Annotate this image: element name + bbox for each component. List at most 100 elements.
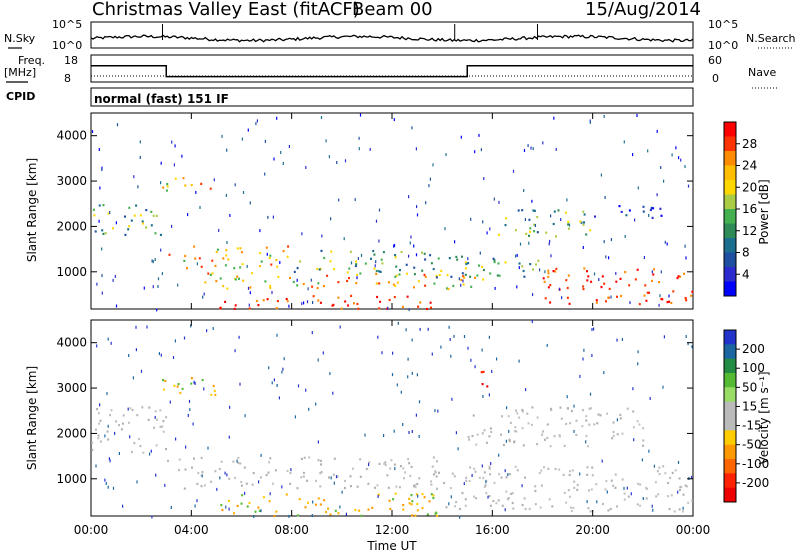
echo-cell: [232, 460, 235, 463]
echo-cell: [349, 250, 352, 253]
echo-cell: [328, 476, 330, 479]
echo-cell: [296, 284, 299, 287]
echo-cell: [432, 473, 435, 476]
noise-cell: [105, 481, 107, 485]
echo-cell: [292, 280, 295, 284]
x-tick-label: 12:00: [375, 523, 410, 537]
echo-cell: [524, 476, 527, 479]
noise-cell: [118, 452, 120, 455]
echo-cell: [155, 444, 158, 447]
noise-cell: [603, 240, 605, 244]
echo-cell: [91, 441, 94, 444]
freq-tick-bottom: 8: [64, 72, 71, 85]
echo-cell: [406, 295, 409, 298]
echo-cell: [645, 299, 648, 302]
echo-cell: [198, 257, 201, 260]
echo-cell: [611, 437, 614, 440]
noise-cell: [108, 457, 110, 461]
noise-cell: [135, 325, 137, 329]
echo-cell: [476, 274, 479, 277]
noise-cell: [218, 228, 220, 232]
echo-cell: [336, 475, 339, 478]
echo-cell: [418, 477, 421, 480]
noise-cell: [531, 199, 533, 203]
noise-cell: [668, 294, 670, 298]
noise-cell: [104, 434, 106, 438]
echo-cell: [373, 267, 376, 270]
noise-cell: [494, 286, 496, 290]
noise-cell: [339, 325, 341, 329]
noise-cell: [244, 414, 246, 418]
noise-cell: [127, 407, 129, 411]
noise-cell: [664, 240, 666, 244]
echo-cell: [572, 506, 575, 510]
echo-cell: [320, 249, 323, 252]
echo-cell: [507, 415, 510, 418]
echo-cell: [575, 419, 578, 422]
echo-cell: [608, 287, 611, 290]
echo-cell: [174, 177, 177, 180]
noise-cell: [146, 325, 148, 329]
echo-cell: [161, 425, 164, 428]
echo-cell: [183, 259, 186, 262]
echo-cell: [133, 442, 136, 445]
noise-cell: [448, 502, 450, 506]
echo-cell: [618, 205, 621, 208]
echo-cell: [200, 182, 203, 185]
echo-cell: [513, 441, 515, 444]
echo-cell: [411, 514, 414, 517]
echo-cell: [154, 410, 157, 413]
noise-cell: [544, 270, 546, 274]
colorbar-segment: [724, 330, 736, 345]
noise-cell: [122, 504, 124, 508]
echo-cell: [524, 507, 527, 511]
noise-cell: [143, 286, 145, 290]
echo-cell: [282, 250, 285, 253]
echo-cell: [512, 507, 515, 510]
noise-cell: [568, 223, 571, 227]
noise-cell: [288, 304, 290, 308]
echo-cell: [544, 438, 546, 441]
echo-cell: [543, 280, 546, 283]
echo-cell: [355, 260, 358, 263]
echo-cell: [325, 510, 328, 514]
echo-cell: [92, 208, 95, 211]
noise-cell: [171, 224, 173, 228]
noise-cell: [247, 128, 249, 132]
noise-cell: [156, 308, 158, 312]
echo-cell: [488, 495, 491, 498]
echo-cell: [565, 422, 568, 426]
noise-cell: [415, 413, 417, 417]
echo-cell: [557, 209, 560, 212]
echo-cell: [544, 297, 547, 300]
noise-cell: [192, 422, 194, 426]
echo-cell: [323, 256, 326, 260]
noise-cell: [264, 172, 266, 176]
echo-cell: [645, 497, 648, 500]
noise-cell: [115, 221, 117, 225]
noise-cell: [467, 257, 469, 261]
noise-cell: [158, 352, 160, 356]
echo-cell: [587, 445, 589, 448]
velocity-heatmap: [91, 320, 693, 519]
echo-cell: [326, 274, 329, 277]
echo-cell: [489, 473, 491, 476]
noise-cell: [276, 116, 278, 120]
echo-cell: [558, 435, 561, 438]
echo-cell: [371, 506, 374, 509]
noise-cell: [154, 258, 156, 261]
echo-cell: [493, 259, 496, 262]
y-tick-label: 4000: [56, 336, 87, 350]
noise-cell: [132, 376, 134, 380]
echo-cell: [365, 467, 368, 471]
echo-cell: [203, 484, 206, 487]
noise-cell: [413, 244, 415, 248]
echo-cell: [411, 500, 414, 503]
echo-cell: [402, 467, 405, 470]
echo-cell: [129, 407, 132, 410]
noise-cell: [528, 241, 530, 245]
noise-cell: [470, 358, 472, 362]
echo-cell: [430, 262, 433, 265]
echo-cell: [193, 245, 196, 248]
noise-cell: [393, 244, 395, 248]
